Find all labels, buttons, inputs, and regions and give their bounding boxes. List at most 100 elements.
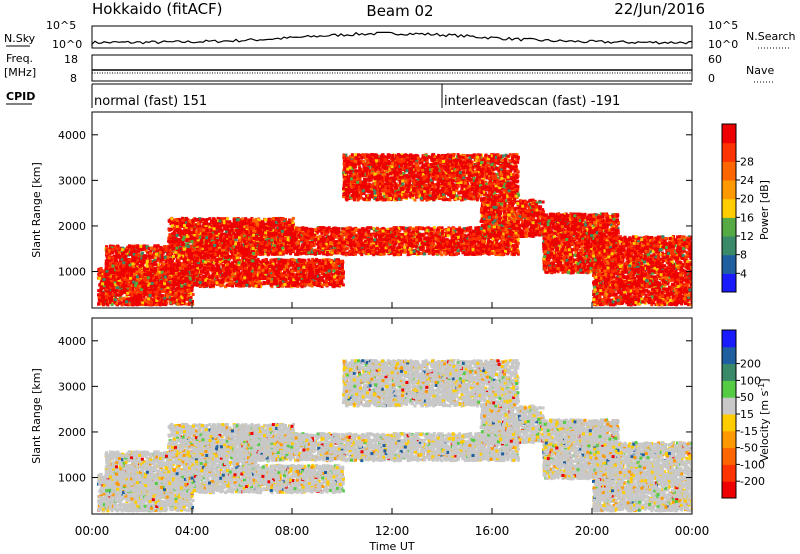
power-cell <box>217 274 221 278</box>
power-cell <box>168 288 172 292</box>
power-cell <box>104 292 108 296</box>
power-cell <box>140 251 144 255</box>
beam-title: Beam 02 <box>366 2 433 20</box>
power-cell <box>159 294 163 298</box>
power-cell <box>166 291 170 295</box>
power-cell <box>146 260 149 263</box>
power-cell <box>218 257 222 261</box>
power-cell <box>142 295 146 299</box>
power-cell <box>97 302 101 306</box>
power-cell <box>146 276 150 280</box>
power-cell <box>136 298 140 302</box>
power-cell <box>163 267 167 271</box>
power-cell <box>181 289 185 293</box>
power-cell <box>215 264 219 268</box>
power-cell <box>105 267 109 271</box>
power-cell <box>163 245 167 248</box>
power-cell <box>192 259 196 263</box>
power-cell <box>168 291 172 295</box>
power-cell <box>161 279 165 283</box>
power-cell <box>200 251 204 255</box>
power-cell <box>184 302 188 306</box>
power-cell <box>135 300 139 304</box>
power-cell <box>168 299 172 303</box>
power-cell <box>105 259 109 263</box>
power-cell <box>102 284 106 288</box>
date-title: 22/Jun/2016 <box>614 0 705 18</box>
power-cell <box>198 272 202 276</box>
power-cell <box>213 255 217 259</box>
power-cell <box>141 285 145 289</box>
power-cell <box>161 258 165 262</box>
power-cell <box>166 279 170 283</box>
power-cell <box>191 293 195 296</box>
power-cell <box>114 293 118 297</box>
power-cell <box>163 302 166 306</box>
power-cell <box>203 268 207 272</box>
power-cell <box>125 274 129 278</box>
power-cell <box>197 263 201 267</box>
power-cell <box>223 260 227 264</box>
power-cell <box>179 252 183 256</box>
power-cell <box>193 275 197 279</box>
power-cell <box>193 282 196 286</box>
power-cell <box>149 246 153 250</box>
power-cell <box>117 302 121 305</box>
power-cell <box>198 266 202 270</box>
power-cell <box>165 289 169 293</box>
power-cell <box>135 286 139 290</box>
power-cell <box>130 291 134 295</box>
power-cell <box>140 274 144 278</box>
power-cell <box>203 271 207 275</box>
power-cell <box>146 301 150 305</box>
power-cell <box>138 257 142 260</box>
power-cell <box>138 247 142 251</box>
power-cell <box>163 287 167 291</box>
power-cell <box>163 255 167 259</box>
power-cell <box>237 261 241 265</box>
power-cell <box>122 261 126 265</box>
power-cell <box>148 279 152 283</box>
power-cell <box>117 293 121 297</box>
power-cell <box>197 256 201 260</box>
nsearch-label: N.Search <box>746 30 796 43</box>
power-cell <box>147 297 151 301</box>
power-cell <box>187 297 191 301</box>
count-tick-high-left: 10^5 <box>46 19 76 32</box>
power-cell <box>179 280 183 284</box>
power-cell <box>186 258 190 262</box>
power-cell <box>210 276 214 280</box>
power-cell <box>228 255 232 258</box>
freq-frame <box>91 54 693 82</box>
power-cell <box>99 302 103 306</box>
nsky-strip: N.Sky 10^5 10^0 10^5 10^0 N.Search <box>4 19 796 51</box>
power-cell <box>122 300 126 303</box>
power-cell <box>150 300 153 304</box>
power-cell <box>107 248 111 252</box>
power-cell <box>163 297 167 301</box>
power-cell <box>99 294 103 298</box>
power-cell <box>104 286 108 289</box>
power-cell <box>224 261 228 265</box>
power-cell <box>143 290 147 294</box>
power-cell <box>163 275 167 279</box>
power-cell <box>159 301 163 305</box>
power-cell <box>177 238 181 242</box>
power-cell <box>215 281 219 285</box>
power-cell <box>132 280 136 284</box>
power-cell <box>168 240 172 244</box>
power-cell <box>187 302 191 306</box>
power-cell <box>134 256 138 260</box>
freq-unit: [MHz] <box>4 66 36 79</box>
power-cell <box>128 245 132 249</box>
power-cell <box>113 299 117 303</box>
power-cell <box>159 265 163 269</box>
power-cell <box>166 286 170 289</box>
power-cell <box>177 254 181 258</box>
power-cell <box>174 287 178 291</box>
power-cell <box>179 287 183 291</box>
power-cell <box>99 298 103 302</box>
power-cell <box>175 269 179 272</box>
power-cell <box>194 271 198 275</box>
power-cell <box>198 277 202 281</box>
